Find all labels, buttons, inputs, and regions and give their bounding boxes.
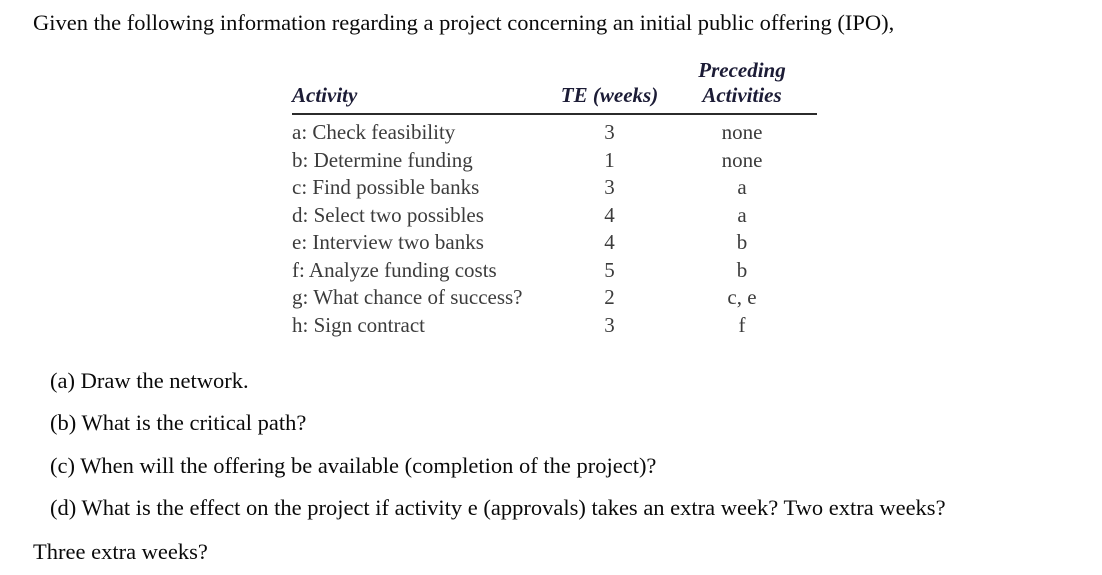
table-row: b: Determine funding 1 none (292, 147, 817, 175)
cell-activity: h: Sign contract (292, 312, 425, 337)
question-b: (b) What is the critical path? (50, 410, 307, 435)
col-header-preceding-activities: Preceding Activities (667, 58, 817, 108)
col-header-preceding-line2: Activities (702, 83, 782, 107)
cell-activity: f: Analyze funding costs (292, 257, 497, 282)
cell-preceding: none (721, 147, 763, 172)
cell-preceding: a (737, 175, 747, 199)
cell-te: 2 (604, 285, 615, 309)
question-c: (c) When will the offering be available … (50, 453, 657, 478)
intro-text: Given the following information regardin… (33, 10, 895, 35)
col-header-te-weeks: TE (weeks) (560, 83, 659, 107)
cell-te: 3 (604, 312, 615, 337)
col-header-activity: Activity (292, 83, 358, 107)
cell-preceding: b (736, 257, 748, 282)
table-row: g: What chance of success? 2 c, e (292, 284, 817, 312)
cell-preceding: c, e (727, 285, 757, 309)
cell-te: 4 (604, 202, 615, 227)
table-row: e: Interview two banks 4 b (292, 229, 817, 257)
cell-te: 4 (604, 230, 615, 254)
table-row: d: Select two possibles 4 a (292, 202, 817, 230)
cell-activity: c: Find possible banks (292, 175, 480, 199)
cell-preceding: a (737, 202, 747, 227)
cell-preceding: none (721, 120, 763, 144)
cell-activity: b: Determine funding (292, 147, 473, 172)
cell-activity: d: Select two possibles (292, 202, 484, 227)
question-d-continuation: Three extra weeks? (33, 539, 208, 564)
cell-te: 1 (604, 147, 615, 172)
table-header-row: Activity TE (weeks) Preceding Activities (292, 58, 817, 115)
table-row: f: Analyze funding costs 5 b (292, 257, 817, 285)
table-body: a: Check feasibility 3 none b: Determine… (292, 115, 817, 339)
question-a: (a) Draw the network. (50, 368, 249, 393)
table-row: c: Find possible banks 3 a (292, 174, 817, 202)
cell-te: 3 (604, 120, 615, 144)
cell-preceding: b (736, 230, 748, 254)
table-row: a: Check feasibility 3 none (292, 119, 817, 147)
table-row: h: Sign contract 3 f (292, 312, 817, 340)
cell-preceding: f (738, 312, 746, 337)
cell-activity: e: Interview two banks (292, 230, 484, 254)
col-header-preceding-line1: Preceding (698, 58, 786, 82)
cell-activity: g: What chance of success? (292, 285, 523, 309)
activity-table: Activity TE (weeks) Preceding Activities… (292, 58, 817, 339)
question-d: (d) What is the effect on the project if… (50, 495, 946, 520)
cell-te: 5 (604, 257, 615, 282)
cell-activity: a: Check feasibility (292, 120, 456, 144)
cell-te: 3 (604, 175, 615, 199)
